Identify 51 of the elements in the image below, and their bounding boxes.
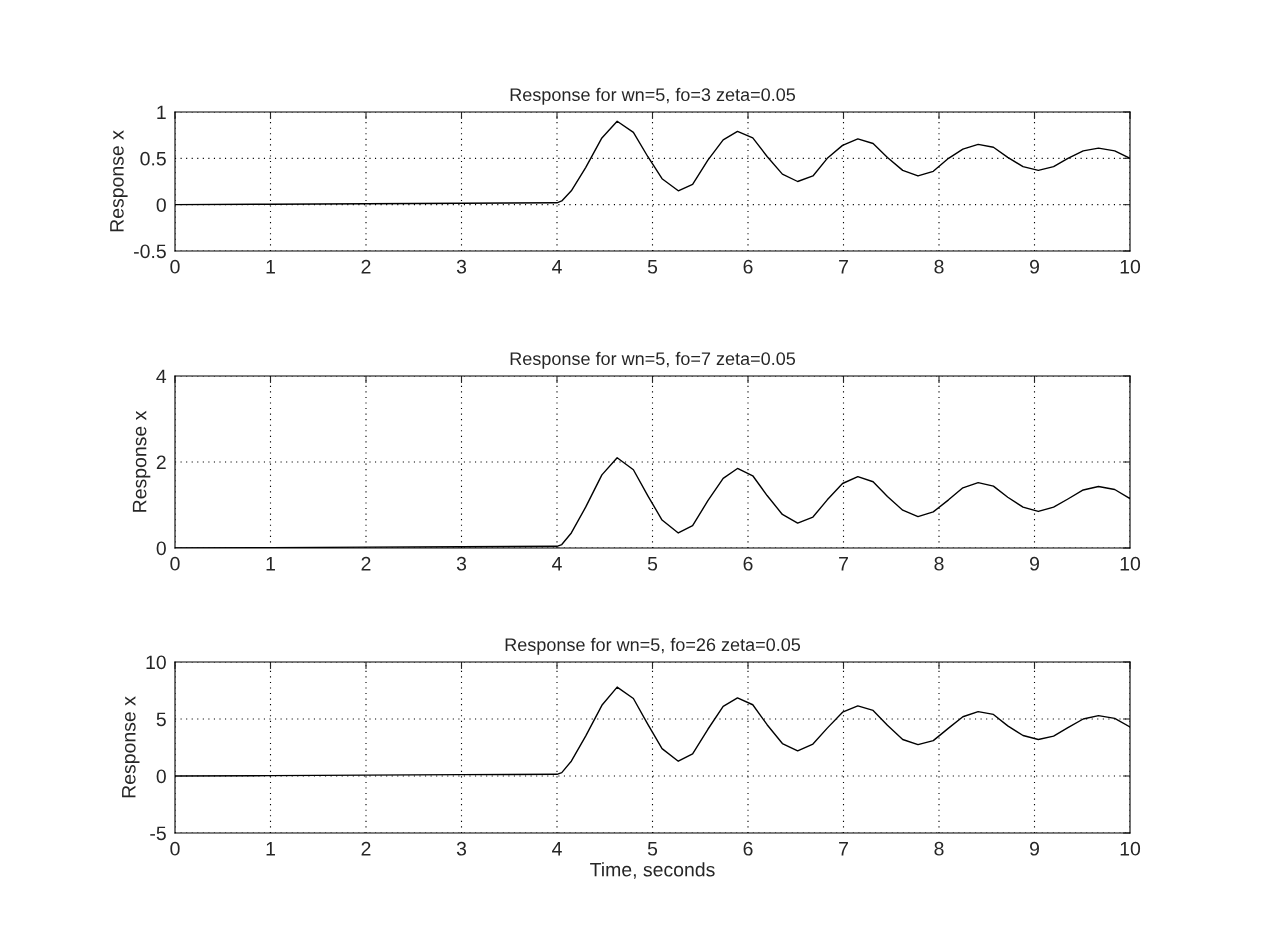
x-tick-label: 1 [266, 260, 275, 274]
x-axis-title: Time, seconds [590, 862, 715, 879]
x-tick-label: 5 [647, 842, 658, 856]
x-tick-label: 1 [266, 842, 275, 856]
x-tick-label: 10 [1120, 259, 1141, 274]
x-tick-label: 6 [743, 259, 753, 274]
y-tick-label: 0 [156, 198, 166, 212]
x-tick-label: 3 [456, 259, 467, 274]
x-tick-label: 5 [647, 557, 658, 571]
x-tick-label: 7 [839, 260, 848, 274]
y-tick-label: 5 [156, 712, 166, 727]
y-tick-label: 10 [146, 655, 166, 670]
x-tick-label: 4 [552, 557, 562, 571]
x-tick-label: 9 [1030, 259, 1039, 274]
y-axis-title: Response x [110, 130, 128, 232]
x-tick-label: 7 [839, 557, 848, 571]
x-tick-label: 3 [456, 556, 467, 571]
x-tick-label: 8 [934, 259, 944, 274]
x-tick-label: 10 [1120, 556, 1141, 571]
x-tick-label: 0 [170, 556, 180, 571]
x-tick-label: 9 [1030, 841, 1039, 856]
y-tick-label: -5 [150, 826, 166, 841]
x-tick-label: 2 [361, 259, 371, 274]
y-tick-label: 4 [156, 369, 167, 384]
x-tick-label: 9 [1030, 556, 1039, 571]
x-tick-label: 6 [743, 556, 753, 571]
x-tick-label: 3 [456, 841, 467, 856]
x-tick-label: 5 [647, 260, 658, 274]
x-tick-label: 0 [170, 259, 180, 274]
y-axis-title: Response x [122, 696, 140, 798]
x-tick-label: 10 [1120, 841, 1141, 856]
x-tick-label: 4 [552, 842, 562, 856]
x-tick-label: 2 [361, 556, 371, 571]
chart-title: Response for wn=5, fo=26 zeta=0.05 [505, 637, 801, 655]
y-tick-label: 0 [156, 769, 166, 784]
x-tick-label: 0 [170, 841, 180, 856]
chart-title: Response for wn=5, fo=3 zeta=0.05 [510, 87, 796, 105]
y-tick-label: 2 [156, 455, 166, 470]
x-tick-label: 4 [552, 260, 562, 274]
y-tick-label: 0 [156, 541, 166, 556]
chart-title: Response for wn=5, fo=7 zeta=0.05 [510, 351, 796, 369]
y-tick-label: 0.5 [140, 151, 166, 166]
x-tick-label: 8 [934, 556, 944, 571]
y-tick-label: 1 [157, 105, 166, 120]
y-tick-label: -0.5 [134, 244, 166, 259]
x-tick-label: 8 [934, 841, 944, 856]
y-axis-title: Response x [132, 410, 151, 512]
x-tick-label: 1 [266, 557, 275, 571]
x-tick-label: 6 [743, 841, 753, 856]
x-tick-label: 2 [361, 841, 371, 856]
x-tick-label: 7 [839, 842, 848, 856]
